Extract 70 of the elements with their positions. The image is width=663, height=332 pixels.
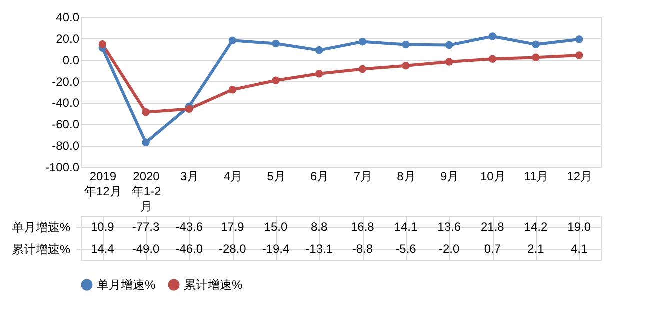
y-tick-label: 20.0 — [56, 32, 80, 46]
data-label: 15.0 — [264, 220, 288, 234]
y-tick-label: 40.0 — [56, 10, 80, 24]
x-tick-label: 2019年12月 — [84, 170, 122, 198]
point — [358, 65, 367, 74]
data-label: 8.8 — [310, 220, 328, 234]
data-label: -5.6 — [396, 242, 417, 256]
x-tick-label: 4月 — [224, 170, 243, 184]
data-label: -8.8 — [352, 242, 374, 256]
point — [532, 40, 540, 49]
x-tick-label: 2020年1-2月 — [132, 170, 162, 214]
x-tick-label: 8月 — [397, 170, 416, 184]
point — [142, 138, 150, 147]
data-label: 13.6 — [438, 220, 462, 234]
legend-label: 单月增速% — [97, 278, 156, 292]
x-tick-label: 7月 — [354, 170, 373, 184]
data-label: 0.7 — [484, 242, 502, 256]
point — [402, 62, 410, 70]
point — [488, 32, 497, 40]
point — [445, 41, 454, 50]
x-tick-label: 12月 — [567, 170, 593, 184]
point — [228, 36, 237, 45]
point — [532, 54, 540, 62]
x-tick-label: 3月 — [180, 170, 200, 184]
point — [575, 52, 584, 60]
text: 单月增速% — [12, 220, 70, 234]
x-tick-label: 6月 — [310, 170, 330, 184]
data-label: 14.4 — [90, 242, 115, 256]
point — [315, 46, 324, 54]
legend-label: 累计增速% — [184, 278, 243, 292]
data-label: 10.9 — [90, 220, 115, 234]
data-label: -13.1 — [306, 242, 334, 256]
point — [402, 40, 410, 49]
point — [315, 70, 324, 78]
x-tick-label: 11月 — [524, 170, 549, 184]
y-tick-label: -60.0 — [52, 118, 80, 132]
text: 累计增速% — [12, 242, 70, 256]
point — [445, 58, 454, 66]
data-label: 19.0 — [568, 220, 592, 234]
data-label: 14.2 — [524, 220, 548, 234]
x-tick-label: 5月 — [267, 170, 286, 184]
data-label: -28.0 — [218, 242, 247, 256]
y-tick-label: -80.0 — [52, 139, 80, 154]
point — [358, 38, 367, 46]
data-label: -2.0 — [438, 242, 460, 256]
y-tick-label: 0.0 — [62, 53, 80, 68]
data-label: 14.1 — [394, 220, 418, 234]
point — [228, 86, 237, 94]
data-label: 2.1 — [528, 242, 545, 256]
point — [185, 105, 194, 114]
data-label: -46.0 — [176, 242, 204, 256]
point — [575, 36, 584, 44]
data-label: -49.0 — [132, 242, 160, 256]
point — [142, 108, 150, 116]
y-tick-label: -100.0 — [45, 160, 80, 174]
y-tick-label: -20.0 — [52, 74, 80, 89]
data-label: -43.6 — [176, 220, 204, 234]
point — [488, 55, 497, 63]
data-label: 17.9 — [220, 220, 245, 234]
y-tick-label: -40.0 — [52, 96, 80, 110]
data-label: 4.1 — [570, 242, 588, 256]
data-label: -19.4 — [262, 242, 290, 256]
data-label: -77.3 — [132, 220, 160, 234]
point — [272, 76, 280, 85]
x-tick-label: 9月 — [440, 170, 460, 184]
data-label: 16.8 — [350, 220, 375, 234]
point — [272, 40, 280, 48]
x-tick-label: 10月 — [480, 170, 506, 184]
point — [98, 40, 107, 48]
data-label: 21.8 — [480, 220, 505, 234]
